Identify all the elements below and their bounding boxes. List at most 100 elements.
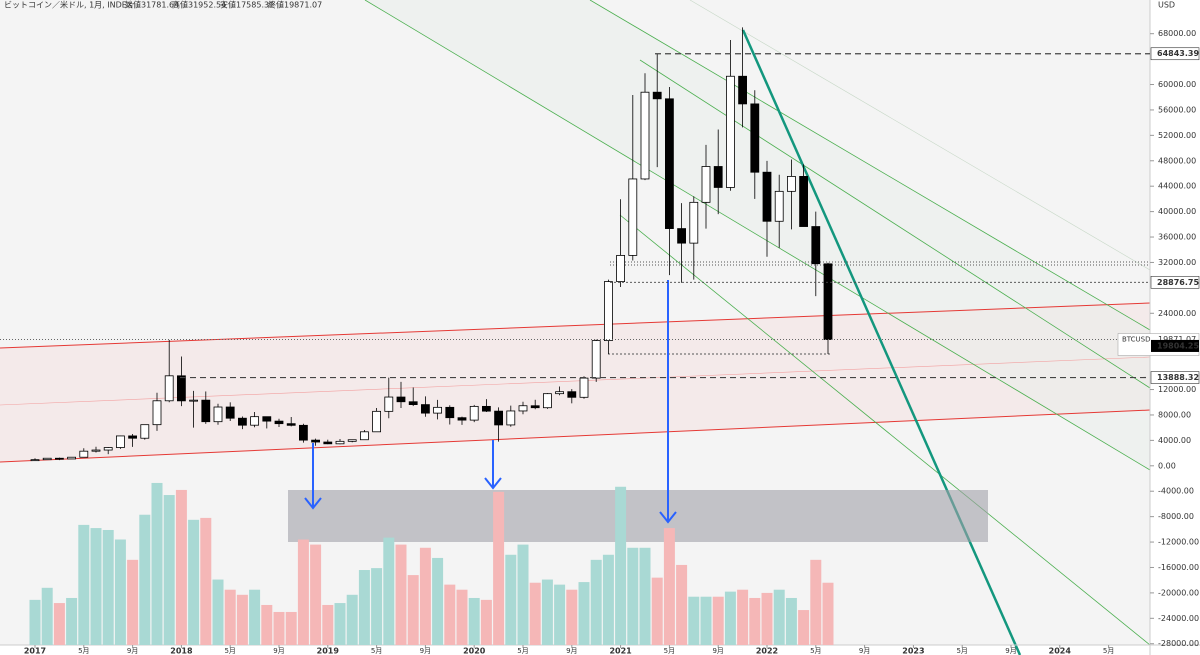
volume-bar: [41, 587, 53, 645]
channel-line: [0, 302, 1151, 349]
candle-body: [604, 281, 613, 342]
candle-body: [469, 405, 479, 421]
candle-body: [152, 400, 162, 426]
marker-tag: [1151, 339, 1199, 352]
volume-bar: [285, 611, 297, 645]
x-tick-label: 2019: [317, 647, 340, 655]
x-tick-label: 2021: [609, 647, 632, 655]
candle-body: [628, 178, 638, 256]
x-tick-label: 5月: [810, 647, 821, 655]
arrow: [304, 443, 322, 510]
candle-body: [616, 254, 625, 282]
candle-body: [347, 439, 357, 442]
trend-line: [364, 0, 1151, 471]
candle-body: [189, 399, 199, 402]
y-tick-label: 32000.00: [1158, 258, 1196, 267]
candle-body: [396, 396, 406, 403]
x-tick-label: 2018: [170, 647, 193, 655]
candle-body: [506, 410, 516, 426]
volume-bar: [493, 491, 505, 645]
candle-body: [750, 103, 760, 173]
price-tag-label: 13888.32: [1157, 373, 1199, 382]
candle-body: [555, 391, 564, 395]
x-tick-label: 2024: [1049, 647, 1072, 655]
candle-body: [164, 375, 174, 402]
volume-bar: [383, 537, 395, 645]
y-tick-label: 24000.00: [1158, 309, 1196, 318]
y-tick-label: -16000.00: [1158, 563, 1199, 572]
candle-body: [640, 91, 650, 180]
volume-bar: [529, 582, 541, 645]
candle-body: [176, 375, 186, 402]
volume-bar: [407, 575, 419, 645]
volume-bar: [578, 582, 590, 645]
channel-fill: [0, 303, 1150, 462]
y-tick-label: 36000.00: [1158, 233, 1196, 242]
price-tag: [1150, 47, 1200, 61]
candle-body: [128, 435, 138, 439]
volume-bar: [590, 559, 602, 645]
candle-body: [286, 423, 296, 426]
volume-bar: [261, 604, 273, 645]
x-tick-label: 9月: [273, 647, 284, 655]
ohlc: 安値17585.31: [220, 0, 274, 10]
price-tag-label: 64843.39: [1157, 49, 1199, 58]
volume-bar: [822, 582, 834, 645]
y-tick-label: -12000.00: [1158, 538, 1199, 547]
volume-bar: [566, 589, 578, 645]
x-tick-label: 2023: [902, 647, 924, 655]
candle-body: [787, 176, 796, 192]
candle-body: [201, 399, 211, 423]
candle-body: [823, 263, 833, 340]
candle-body: [567, 391, 577, 398]
volume-bar: [749, 597, 761, 645]
candle-body: [225, 406, 235, 419]
candle-body: [140, 424, 150, 439]
y-tick-label: 44000.00: [1158, 182, 1196, 191]
candle-body: [530, 405, 540, 409]
candle-body: [323, 441, 333, 445]
symbol: BTCUSD: [1122, 336, 1151, 344]
x-tick-label: 9月: [420, 647, 431, 655]
volume-bar: [29, 599, 41, 645]
x-tick-label: 5月: [1103, 647, 1114, 655]
channel-line: [0, 356, 1151, 406]
y-tick-label: 40000.00: [1158, 207, 1196, 216]
channel-line: [0, 409, 1151, 463]
header-title: ビットコイン／米ドル, 1月, INDEX: [4, 0, 133, 10]
marker-label: 19804.25: [1157, 341, 1199, 350]
candle-body: [237, 417, 247, 426]
volume-bar: [371, 568, 383, 645]
candle-body: [811, 226, 821, 265]
candle-body: [445, 406, 455, 419]
y-tick-label: 56000.00: [1158, 105, 1196, 114]
candle-body: [677, 228, 686, 244]
candle-body: [774, 190, 784, 222]
x-tick-label: 9月: [566, 647, 577, 655]
x-tick-label: 5月: [517, 647, 528, 655]
candle-body: [543, 393, 552, 409]
volume-bar: [541, 579, 553, 645]
last-price-label: 19871.07: [1158, 335, 1196, 344]
volume-bar: [66, 597, 78, 645]
volume-bar: [432, 557, 444, 645]
volume-bar: [505, 554, 517, 645]
volume-bar: [78, 524, 90, 645]
x-tick-label: 5月: [224, 647, 235, 655]
y-tick-label: -8000.00: [1158, 512, 1194, 521]
x-tick-label: 5月: [956, 647, 967, 655]
candle-body: [738, 75, 747, 105]
volume-bar: [346, 594, 358, 645]
price-tag: [1150, 371, 1200, 384]
candle-body: [762, 171, 772, 222]
y-tick-label: -28000.00: [1158, 639, 1199, 648]
price-tag: [1150, 275, 1200, 289]
candle-body: [591, 340, 601, 379]
candle-body: [91, 449, 101, 452]
volume-bar: [236, 594, 248, 645]
arrow: [659, 280, 677, 524]
y-tick-label: 60000.00: [1158, 80, 1196, 89]
volume-bar: [249, 589, 261, 645]
y-tick-label: -4000.00: [1158, 487, 1194, 496]
